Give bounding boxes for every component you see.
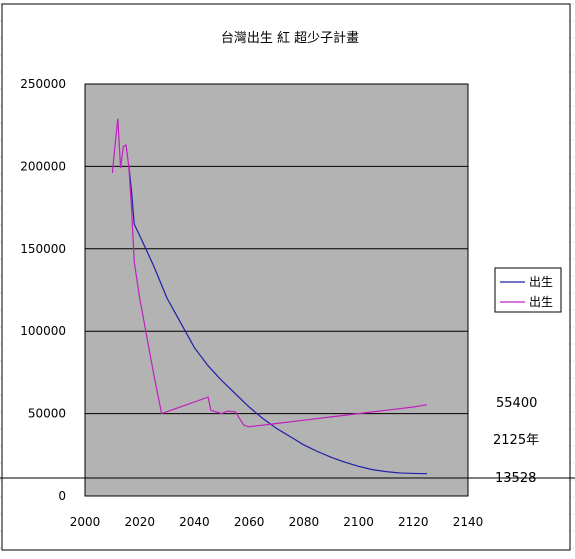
y-tick-label-4: 200000	[20, 159, 66, 173]
x-tick-label-3: 2060	[234, 515, 265, 529]
legend-box	[494, 267, 562, 313]
chart-title: 台灣出生 紅 超少子計畫	[221, 30, 359, 46]
y-axis: 0 50000 100000 150000 200000 250000	[20, 77, 66, 503]
series-layer	[111, 118, 428, 475]
y-tick-label-5: 250000	[20, 77, 66, 91]
annotation-value-top: 55400	[496, 396, 537, 411]
x-tick-label-2: 2040	[179, 515, 210, 529]
y-tick-label-3: 150000	[20, 242, 66, 256]
x-tick-label-1: 2020	[124, 515, 155, 529]
y-tick-label-2: 100000	[20, 324, 66, 338]
legend[interactable]: 出生 出生	[494, 267, 562, 313]
legend-entry-0: 出生	[529, 275, 553, 289]
series-line-0[interactable]	[128, 164, 427, 475]
x-tick-label-5: 2100	[343, 515, 374, 529]
x-axis: 2000 2020 2040 2060 2080 2100 2120 2140	[70, 515, 484, 529]
legend-entry-1: 出生	[529, 295, 553, 309]
x-tick-label-6: 2120	[398, 515, 429, 529]
x-tick-label-4: 2080	[289, 515, 320, 529]
x-tick-label-0: 2000	[70, 515, 101, 529]
annotation-year: 2125年	[493, 433, 539, 448]
x-tick-label-7: 2140	[453, 515, 484, 529]
y-tick-label-0: 0	[58, 489, 66, 503]
y-tick-label-1: 50000	[28, 407, 66, 421]
gridlines	[85, 165, 468, 415]
plot-area[interactable]	[84, 83, 469, 497]
series-line-1[interactable]	[111, 118, 428, 428]
